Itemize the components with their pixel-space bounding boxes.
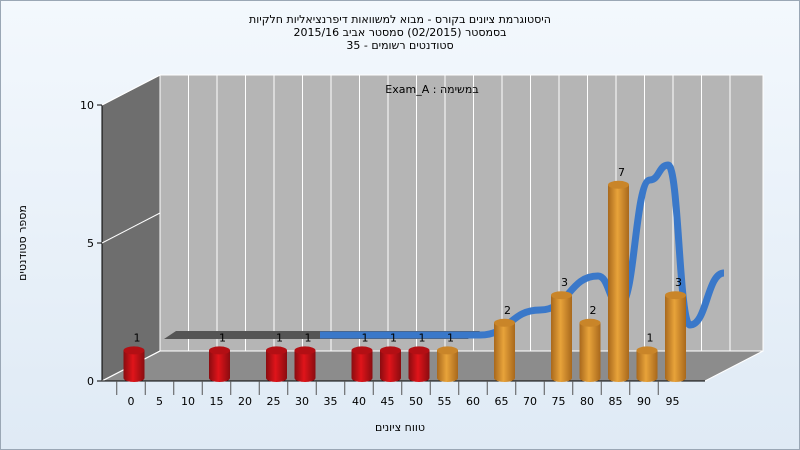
y-grid-diagonal (101, 212, 161, 244)
x-tick-label: 5 (156, 395, 163, 408)
chart-title-line-1: היסטוגרמת ציונים בקורס - מבוא למשוואות ד… (249, 13, 551, 26)
bar-top (294, 346, 316, 355)
bar (579, 322, 601, 382)
bar (608, 184, 629, 382)
chart-title-line-2: בסמסטר (02/2015) סמסטר אביב 2015/16 (293, 26, 507, 39)
bar-top (380, 346, 401, 355)
x-tick-label: 35 (324, 395, 338, 408)
x-tick-label: 55 (438, 395, 452, 408)
x-tick-label: 75 (552, 395, 566, 408)
y-tick-label: 10 (80, 99, 94, 112)
x-tick-label: 15 (210, 395, 224, 408)
bar-top (351, 346, 373, 355)
bar (636, 350, 658, 382)
bar-value-label: 1 (305, 331, 312, 344)
bar-top (579, 318, 601, 327)
x-tick-label: 25 (267, 395, 281, 408)
bar (408, 350, 430, 382)
bar-value-label: 1 (219, 331, 226, 344)
bar-top (209, 346, 230, 355)
x-tick-label: 20 (238, 395, 252, 408)
bar-top (437, 346, 458, 355)
bar (380, 350, 401, 382)
bar-value-label: 7 (618, 166, 625, 179)
bar (494, 322, 515, 382)
x-tick-label: 65 (495, 395, 509, 408)
y-grid-diagonal (101, 74, 161, 106)
x-tick-label: 40 (352, 395, 366, 408)
bar (437, 350, 458, 382)
bar-top (123, 346, 145, 355)
bar-value-label: 1 (390, 331, 397, 344)
bar-value-label: 2 (504, 304, 511, 317)
x-tick-label: 60 (466, 395, 480, 408)
bar-value-label: 1 (647, 331, 654, 344)
bar-value-label: 2 (590, 304, 597, 317)
x-tick-label: 95 (666, 395, 680, 408)
bar (294, 350, 316, 382)
bar-top (551, 291, 572, 300)
bar-top (408, 346, 430, 355)
x-tick-label: 80 (580, 395, 594, 408)
bar-value-label: 3 (561, 276, 568, 289)
bar (266, 350, 287, 382)
bar (665, 295, 686, 382)
bar-top (608, 180, 629, 189)
bar-value-label: 1 (134, 331, 141, 344)
chart-subtitle: Exam_A : במשימה (385, 83, 478, 96)
x-tick-label: 30 (295, 395, 309, 408)
x-tick-label: 50 (409, 395, 423, 408)
x-tick-label: 90 (637, 395, 651, 408)
x-tick-label: 10 (181, 395, 195, 408)
x-tick-label: 85 (609, 395, 623, 408)
y-tick-label: 0 (87, 375, 94, 388)
y-axis-title: מספר סטודנטים (16, 205, 29, 281)
x-tick-label: 70 (523, 395, 537, 408)
bar-top (665, 291, 686, 300)
bar (551, 295, 572, 382)
x-tick-label: 45 (381, 395, 395, 408)
bar-top (636, 346, 658, 355)
bar-value-label: 3 (675, 276, 682, 289)
bar (351, 350, 373, 382)
x-tick-label: 0 (128, 395, 135, 408)
bar-value-label: 1 (419, 331, 426, 344)
bar-top (494, 318, 515, 327)
y-tick-label: 5 (87, 237, 94, 250)
bar (209, 350, 230, 382)
bar-value-label: 1 (362, 331, 369, 344)
chart-title-line-3: סטודנטים רשומים - 35 (346, 39, 454, 52)
floor (101, 350, 764, 382)
bar-top (266, 346, 287, 355)
bar (123, 350, 145, 382)
bar-value-label: 1 (276, 331, 283, 344)
x-axis-title: טווח ציונים (375, 421, 425, 434)
bar-value-label: 1 (447, 331, 454, 344)
